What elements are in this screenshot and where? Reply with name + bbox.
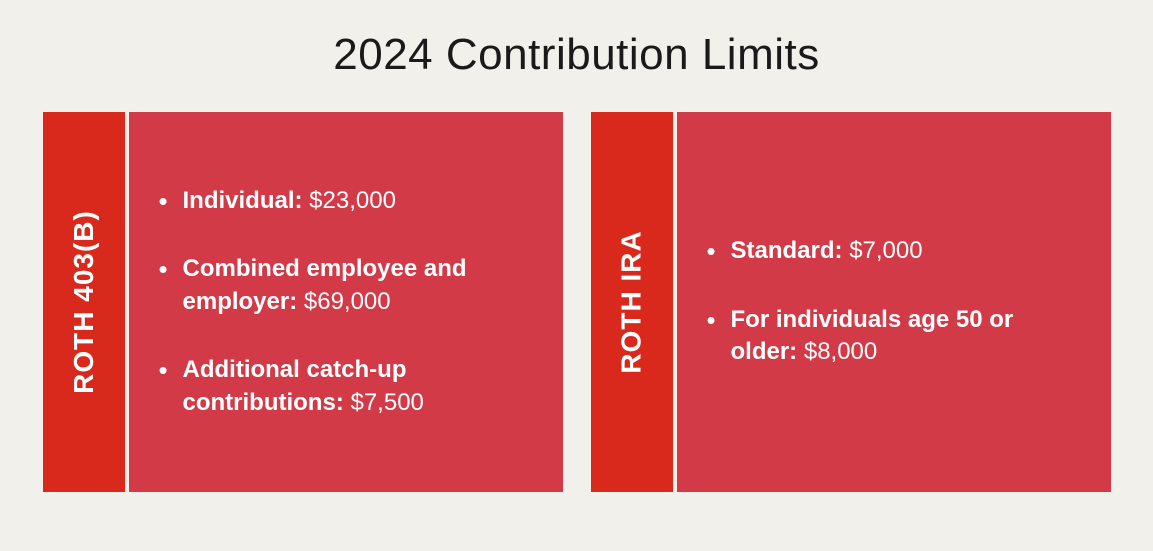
item-label: Standard: bbox=[731, 237, 843, 264]
card-roth-403b: ROTH 403(B) Individual: $23,000 Combined… bbox=[43, 112, 563, 492]
item-value: $69,000 bbox=[304, 288, 391, 315]
card-tab: ROTH 403(B) bbox=[43, 112, 125, 492]
card-tab: ROTH IRA bbox=[591, 112, 673, 492]
item-value: $7,000 bbox=[849, 237, 922, 264]
card-tab-label: ROTH 403(B) bbox=[68, 210, 100, 394]
item-value: $8,000 bbox=[804, 338, 877, 365]
card-tab-label: ROTH IRA bbox=[616, 230, 648, 373]
cards-row: ROTH 403(B) Individual: $23,000 Combined… bbox=[40, 112, 1113, 492]
item-value: $7,500 bbox=[350, 389, 423, 416]
card-items: Standard: $7,000 For individuals age 50 … bbox=[697, 235, 1081, 368]
card-body: Standard: $7,000 For individuals age 50 … bbox=[677, 112, 1111, 492]
list-item: Additional catch-up contributions: $7,50… bbox=[149, 354, 533, 419]
card-items: Individual: $23,000 Combined employee an… bbox=[149, 185, 533, 419]
page-title: 2024 Contribution Limits bbox=[40, 30, 1113, 80]
list-item: For individuals age 50 or older: $8,000 bbox=[697, 304, 1081, 369]
item-value: $23,000 bbox=[309, 187, 396, 214]
card-body: Individual: $23,000 Combined employee an… bbox=[129, 112, 563, 492]
list-item: Combined employee and employer: $69,000 bbox=[149, 253, 533, 318]
card-roth-ira: ROTH IRA Standard: $7,000 For individual… bbox=[591, 112, 1111, 492]
item-label: Individual: bbox=[183, 187, 303, 214]
list-item: Individual: $23,000 bbox=[149, 185, 533, 217]
list-item: Standard: $7,000 bbox=[697, 235, 1081, 267]
